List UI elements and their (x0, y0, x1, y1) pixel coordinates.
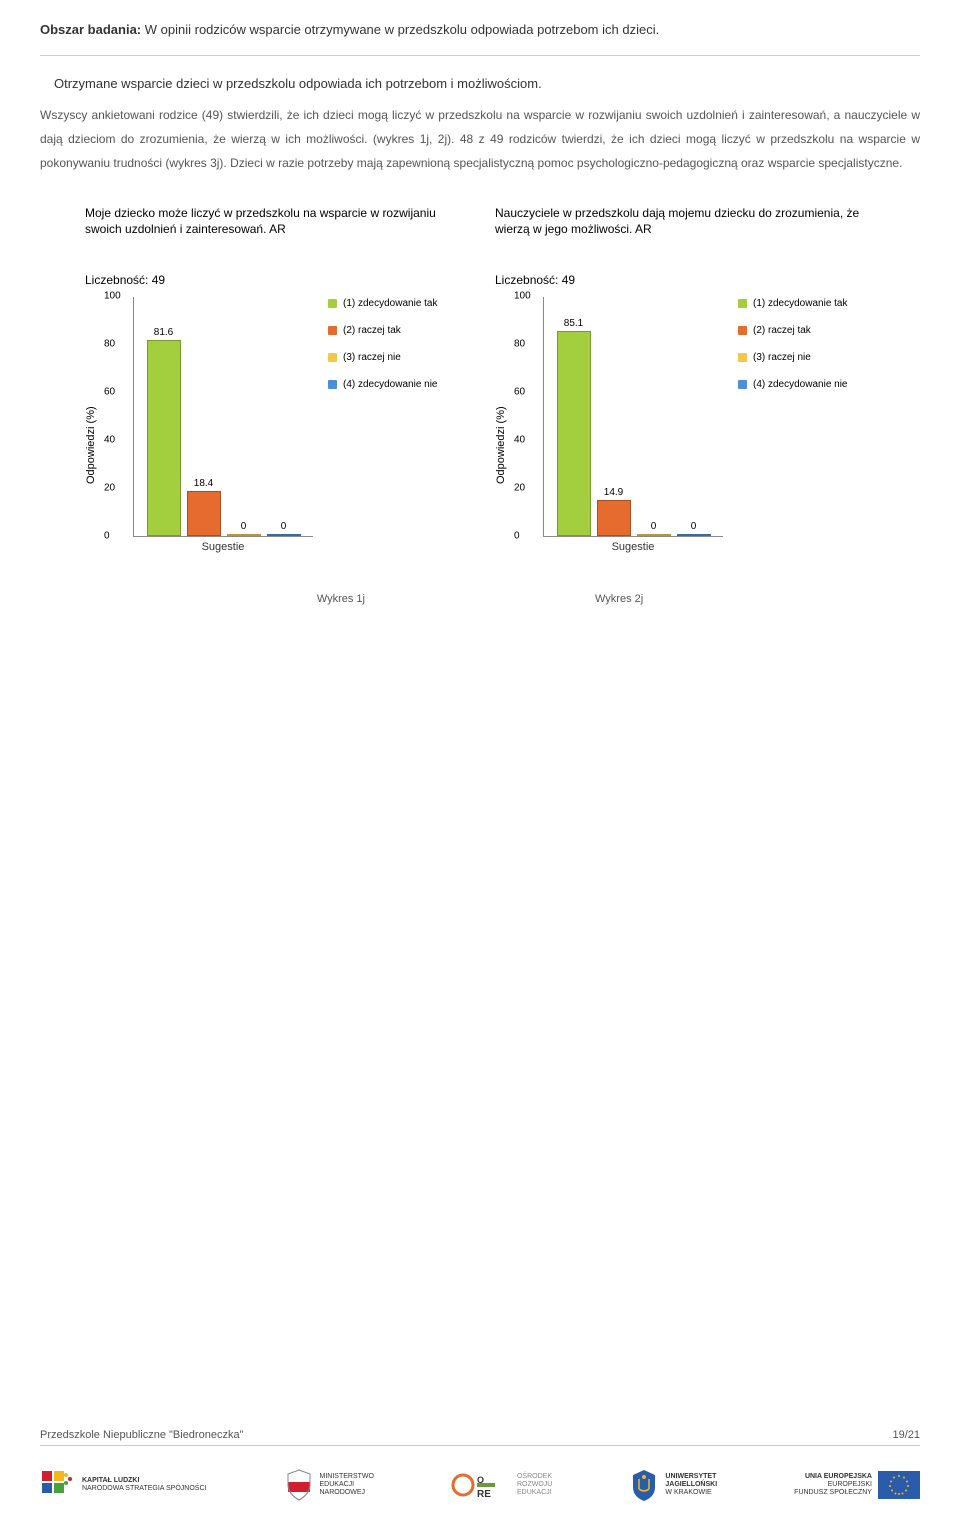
bar-value: 0 (281, 521, 287, 532)
y-axis-label: Odpowiedzi (%) (85, 297, 103, 553)
chart-label-right: Wykres 2j (595, 593, 643, 605)
legend-item: (1) zdecydowanie tak (328, 297, 478, 310)
chart-title: Nauczyciele w przedszkolu dają mojemu dz… (495, 205, 875, 259)
bar: 0 (267, 521, 301, 536)
footer-page: 19/21 (892, 1429, 920, 1441)
legend-label: (1) zdecydowanie tak (343, 297, 438, 310)
legend-item: (3) raczej nie (328, 351, 478, 364)
bar: 0 (677, 521, 711, 536)
chart-title: Moje dziecko może liczyć w przedszkolu n… (85, 205, 465, 259)
chart-count: Liczebność: 49 (85, 273, 465, 287)
legend: (1) zdecydowanie tak (2) raczej tak (3) … (738, 297, 888, 405)
bar-value: 18.4 (194, 478, 213, 489)
legend-item: (3) raczej nie (738, 351, 888, 364)
footer: Przedszkole Niepubliczne "Biedroneczka" … (40, 1429, 920, 1508)
bar: 0 (637, 521, 671, 536)
x-axis-label: Sugestie (133, 541, 313, 553)
logo-kapital-text: KAPITAŁ LUDZKINARODOWA STRATEGIA SPÓJNOŚ… (82, 1477, 206, 1492)
legend-item: (2) raczej tak (738, 324, 888, 337)
section-label: Obszar badania: (40, 22, 141, 37)
subsection-title: Otrzymane wsparcie dzieci w przedszkolu … (54, 74, 920, 95)
plot-area: 020406080100 81.6 18.4 0 0 (133, 297, 313, 537)
logo-ue-text: UNIA EUROPEJSKAEUROPEJSKIFUNDUSZ SPOŁECZ… (794, 1473, 872, 1496)
legend: (1) zdecydowanie tak (2) raczej tak (3) … (328, 297, 478, 405)
legend-label: (3) raczej nie (343, 351, 401, 364)
svg-text:RE: RE (477, 1489, 491, 1500)
logo-men: MINISTERSTWOEDUKACJINARODOWEJ (284, 1462, 374, 1508)
logo-uj: UNIWERSYTETJAGIELLOŃSKIW KRAKOWIE (629, 1462, 717, 1508)
bar-value: 85.1 (564, 318, 583, 329)
legend-label: (3) raczej nie (753, 351, 811, 364)
legend-label: (1) zdecydowanie tak (753, 297, 848, 310)
plot-area: 020406080100 85.1 14.9 0 0 (543, 297, 723, 537)
y-axis-label: Odpowiedzi (%) (495, 297, 513, 553)
section-text: W opinii rodziców wsparcie otrzymywane w… (145, 22, 659, 37)
bar-value: 81.6 (154, 327, 173, 338)
legend-item: (4) zdecydowanie nie (738, 378, 888, 391)
section-header: Obszar badania: W opinii rodziców wsparc… (40, 20, 920, 41)
chart-count: Liczebność: 49 (495, 273, 875, 287)
charts-row: Moje dziecko może liczyć w przedszkolu n… (40, 205, 920, 553)
body-paragraph: Wszyscy ankietowani rodzice (49) stwierd… (40, 103, 920, 175)
bar-value: 0 (651, 521, 657, 532)
bar-value: 0 (691, 521, 697, 532)
bar-value: 0 (241, 521, 247, 532)
bar: 18.4 (187, 478, 221, 535)
legend-item: (4) zdecydowanie nie (328, 378, 478, 391)
bar: 0 (227, 521, 261, 536)
logo-men-text: MINISTERSTWOEDUKACJINARODOWEJ (320, 1473, 374, 1496)
logo-ue: UNIA EUROPEJSKAEUROPEJSKIFUNDUSZ SPOŁECZ… (794, 1462, 920, 1508)
chart-left: Moje dziecko może liczyć w przedszkolu n… (85, 205, 465, 553)
bar-value: 14.9 (604, 487, 623, 498)
logo-uj-text: UNIWERSYTETJAGIELLOŃSKIW KRAKOWIE (665, 1473, 717, 1496)
legend-label: (2) raczej tak (753, 324, 811, 337)
chart-label-left: Wykres 1j (317, 593, 365, 605)
chart-right: Nauczyciele w przedszkolu dają mojemu dz… (495, 205, 875, 553)
legend-item: (2) raczej tak (328, 324, 478, 337)
logo-kapital: KAPITAŁ LUDZKINARODOWA STRATEGIA SPÓJNOŚ… (40, 1462, 206, 1508)
logo-ore: O RE OŚRODEKROZWOJUEDUKACJI (451, 1462, 552, 1508)
divider (40, 55, 920, 56)
chart-labels-row: Wykres 1j Wykres 2j (40, 593, 920, 605)
footer-title: Przedszkole Niepubliczne "Biedroneczka" (40, 1429, 243, 1441)
bar: 81.6 (147, 327, 181, 536)
legend-label: (2) raczej tak (343, 324, 401, 337)
logo-ore-text: OŚRODEKROZWOJUEDUKACJI (517, 1473, 552, 1496)
legend-item: (1) zdecydowanie tak (738, 297, 888, 310)
legend-label: (4) zdecydowanie nie (753, 378, 848, 391)
bar: 14.9 (597, 487, 631, 536)
bar: 85.1 (557, 318, 591, 535)
logos-row: KAPITAŁ LUDZKINARODOWA STRATEGIA SPÓJNOŚ… (40, 1462, 920, 1508)
footer-line: Przedszkole Niepubliczne "Biedroneczka" … (40, 1429, 920, 1446)
legend-label: (4) zdecydowanie nie (343, 378, 438, 391)
x-axis-label: Sugestie (543, 541, 723, 553)
